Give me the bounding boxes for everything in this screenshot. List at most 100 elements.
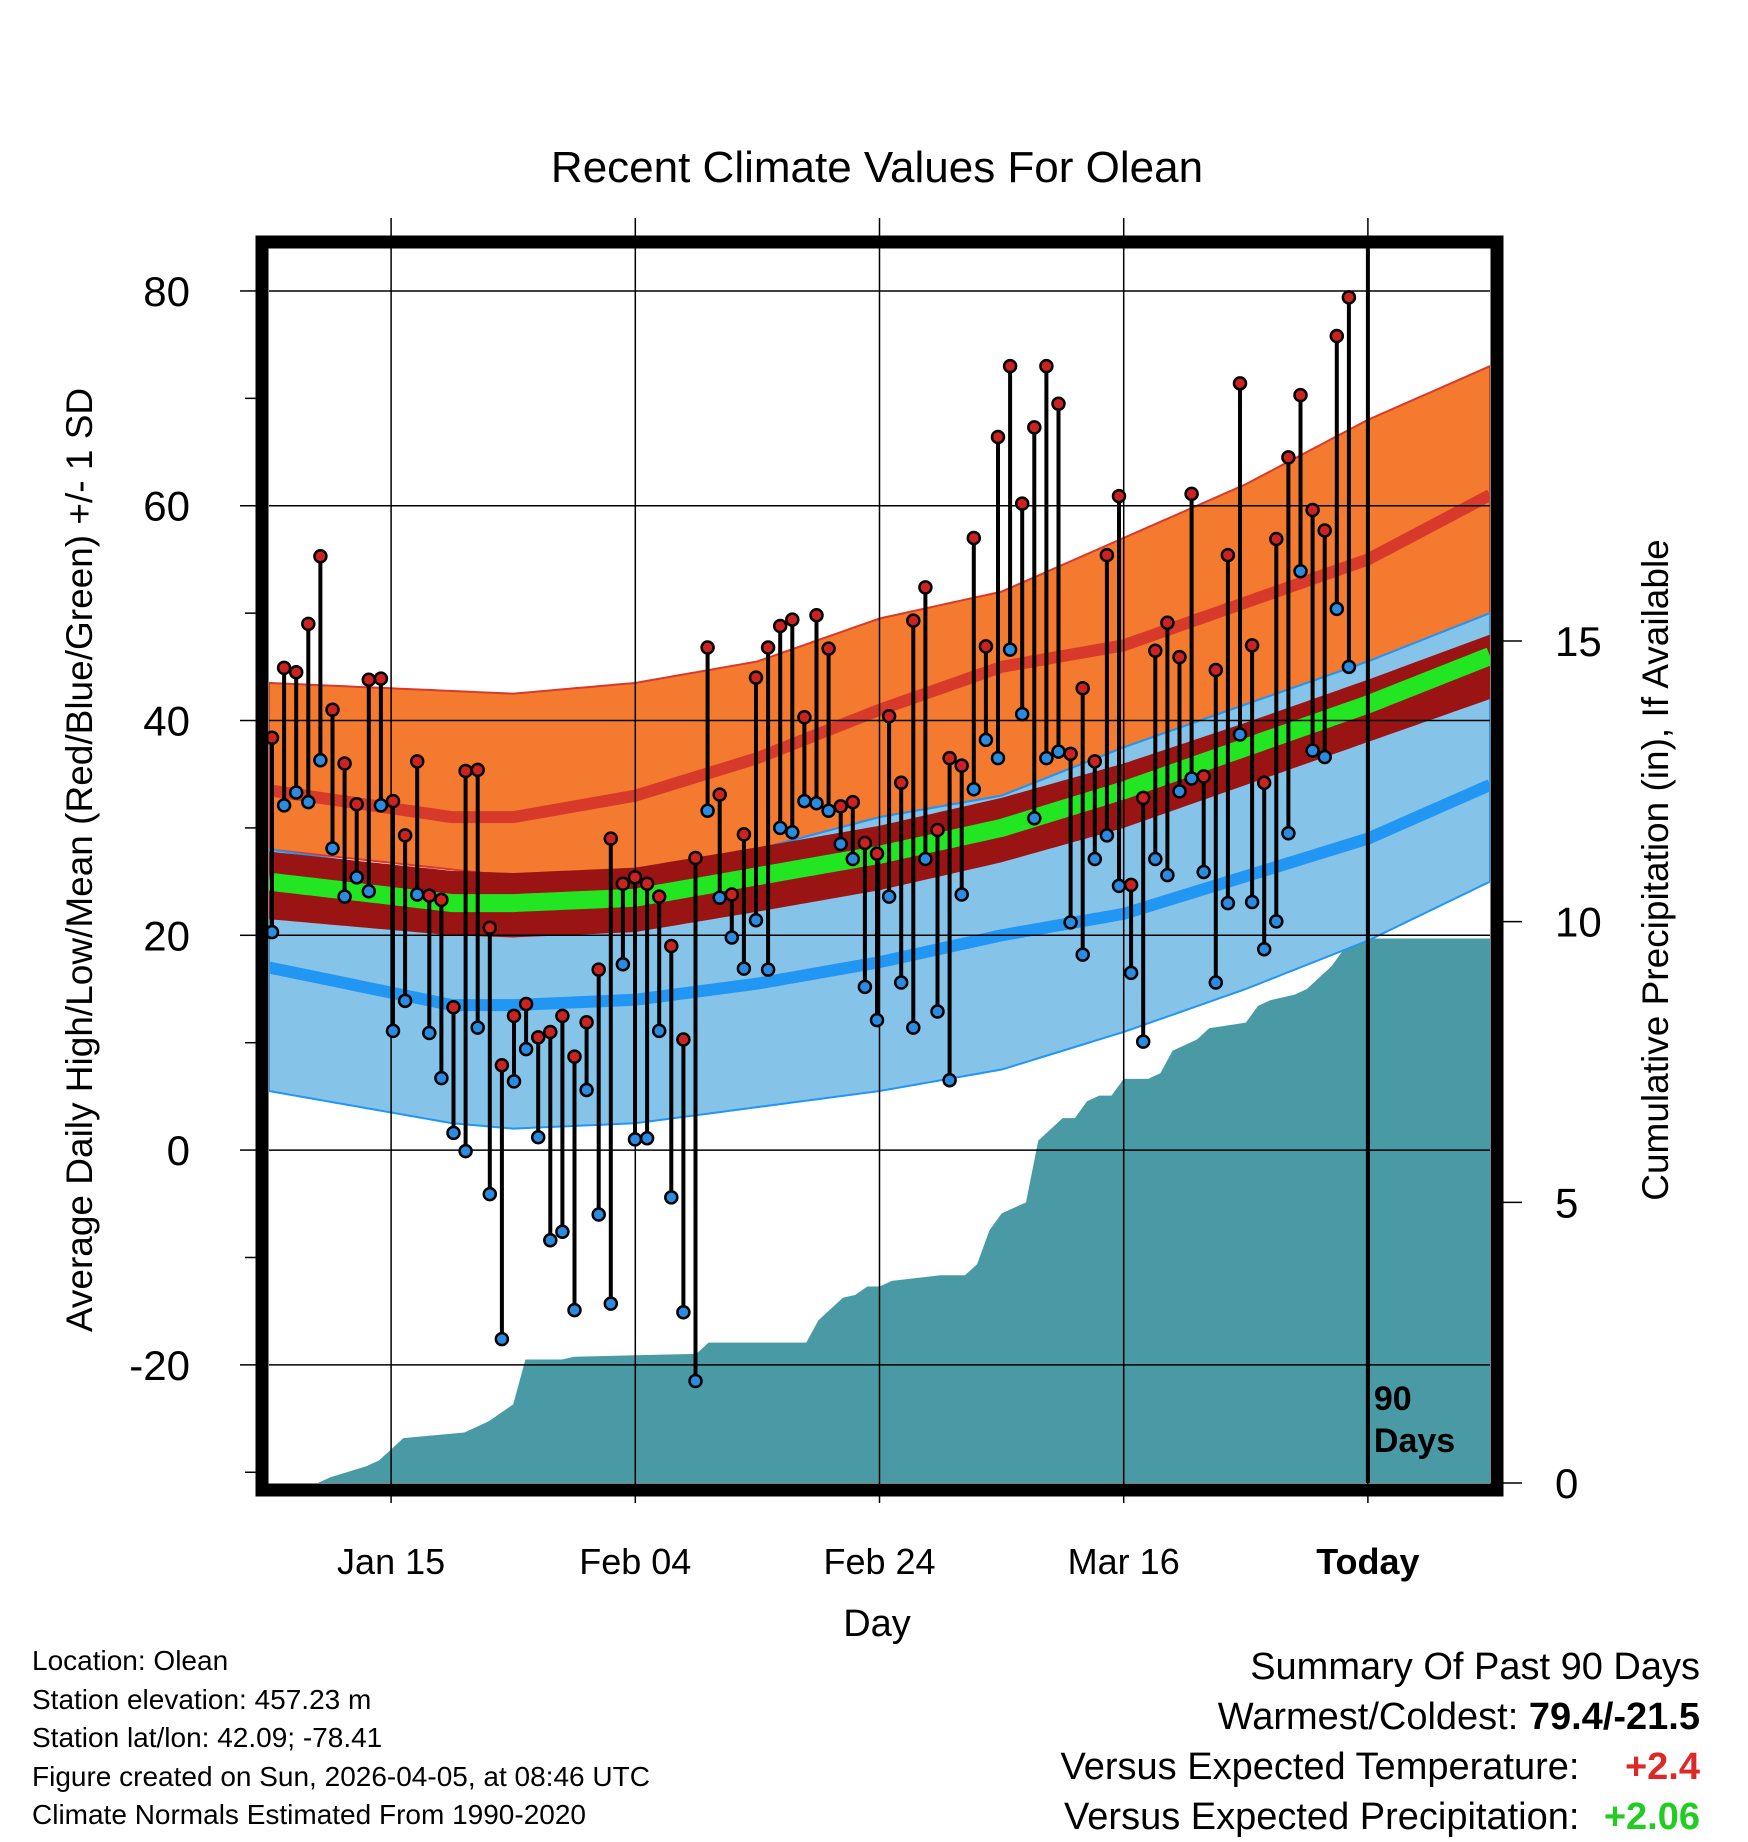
high-point [1148,643,1163,658]
low-point [930,1004,945,1019]
high-point [434,892,449,908]
low-point [276,798,292,813]
precip-area [269,938,1490,1483]
low-point [809,795,824,811]
precip-label: Versus Expected Precipitation: [1064,1796,1580,1838]
high-point [1027,420,1042,435]
high-point [1135,790,1151,806]
high-point [567,1049,582,1064]
low-point [821,803,836,818]
created-text: Figure created on Sun, 2026-04-05, at 08… [32,1760,650,1792]
low-point [748,913,764,928]
high-point [736,827,752,842]
high-point [1087,754,1103,769]
high-point [1281,450,1296,465]
low-point [1123,965,1139,981]
low-point [361,884,377,899]
low-point [736,961,752,976]
low-point [1184,771,1199,786]
high-point [821,641,836,656]
high-point [651,889,667,904]
low-point [1329,601,1345,617]
low-point [724,930,740,945]
low-point [966,782,982,797]
high-point [918,580,933,595]
high-point [591,962,606,977]
y-tick-label: 40 [143,698,190,745]
high-point [494,1057,510,1073]
high-point [978,639,994,654]
high-point [1123,877,1139,893]
high-point [1039,358,1054,374]
high-point [1184,486,1199,502]
low-point [1039,750,1054,766]
low-point [518,1041,534,1057]
low-point [1135,1034,1151,1049]
high-point [1244,638,1260,653]
low-point [1075,947,1090,962]
low-point [555,1224,570,1239]
high-point [301,616,316,632]
low-point [664,1190,679,1205]
x-tick-label: Today [1316,1541,1419,1582]
low-point [1051,744,1066,759]
low-point [470,1020,485,1035]
high-point [700,640,715,655]
high-point [446,1000,461,1015]
low-point [337,889,352,904]
high-point [833,799,848,814]
low-point [918,851,933,867]
high-point [1099,547,1115,563]
low-point [1293,563,1308,579]
high-point [1329,328,1345,344]
high-point [990,429,1006,445]
high-point [857,835,873,851]
y2-axis-label: Cumulative Precipitation (in), If Availa… [1635,539,1676,1201]
daily-data: 90 Days [264,248,1455,1483]
y2-tick-label: 5 [1555,1179,1578,1226]
today-days-label: Days [1374,1422,1455,1460]
low-point [760,962,776,977]
high-point [325,702,340,718]
high-point [809,608,824,623]
low-point [1208,975,1224,990]
low-point [1196,864,1211,880]
low-point [1172,784,1187,799]
low-point [530,1129,546,1145]
today-days-number: 90 [1374,1380,1412,1418]
high-point [506,1008,522,1024]
low-point [288,785,304,800]
high-point [1256,775,1272,791]
low-point [1317,749,1332,765]
temp-row: Versus Expected Temperature: +2.4 [1061,1742,1700,1792]
high-point [409,754,425,769]
location-text: Location: Olean [32,1645,229,1676]
low-point [1160,867,1175,883]
low-point [385,1023,401,1039]
latlon-text: Station lat/lon: 42.09; -78.41 [32,1722,383,1753]
low-point [373,798,389,813]
low-point [639,1131,655,1146]
high-point [1111,488,1127,504]
low-point [651,1023,667,1039]
low-point [942,1073,957,1088]
low-point [1244,894,1260,910]
high-point [760,640,776,655]
high-point [615,876,631,892]
low-point [446,1125,461,1141]
warmest-label: Warmest/Coldest: [1217,1696,1519,1738]
high-point [1220,547,1236,563]
high-point [1232,376,1248,391]
high-point [1305,502,1320,518]
high-point [748,670,764,685]
low-point [1148,851,1163,867]
high-point [276,660,292,676]
high-point [712,787,727,802]
low-point [1111,878,1127,894]
y-tick-label: 20 [143,912,190,959]
warmest-coldest-row: Warmest/Coldest: 79.4/-21.5 [1061,1692,1700,1742]
low-point [422,1025,437,1041]
low-point [301,794,316,810]
low-point [494,1331,510,1347]
